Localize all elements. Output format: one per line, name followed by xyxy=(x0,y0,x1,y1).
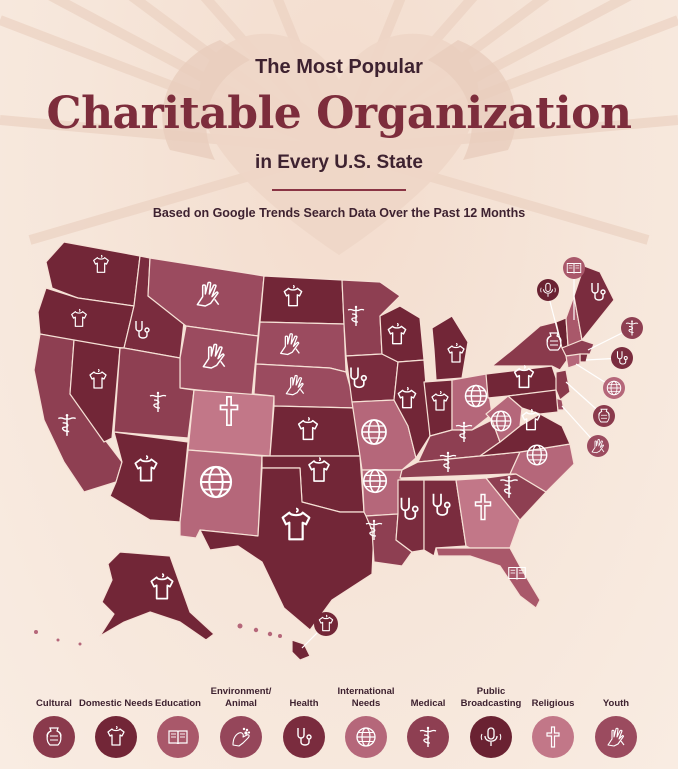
legend-label: Cultural xyxy=(36,698,72,709)
title-line-3: in Every U.S. State xyxy=(255,152,423,173)
globe-icon xyxy=(345,716,387,758)
microphone-icon xyxy=(470,716,512,758)
shirt-icon xyxy=(95,716,137,758)
stethoscope-icon xyxy=(283,716,325,758)
caduceus-icon xyxy=(407,716,449,758)
vase-icon xyxy=(33,716,75,758)
state-kansas xyxy=(269,405,361,457)
title-line-1: The Most Popular xyxy=(255,56,423,78)
state-virginia xyxy=(479,413,571,457)
legend-label: Religious xyxy=(531,698,575,709)
legend-label: Health xyxy=(289,698,319,709)
hawaii-islands xyxy=(34,623,282,646)
state-arizona xyxy=(109,431,189,523)
cross-icon xyxy=(532,716,574,758)
us-map xyxy=(33,241,643,661)
state-maryland xyxy=(507,389,559,415)
title-line-2: Charitable Organization xyxy=(46,88,632,139)
state-new-jersey xyxy=(555,369,571,401)
state-nevada xyxy=(69,339,121,443)
title-divider xyxy=(272,189,406,191)
state-arkansas xyxy=(361,469,403,517)
state-iowa xyxy=(345,353,399,403)
hands-icon xyxy=(595,716,637,758)
state-florida xyxy=(435,547,541,609)
legend: Cultural Domestic Needs Education Environme… xyxy=(0,676,678,769)
callout-badges xyxy=(537,257,643,457)
state-massachusetts xyxy=(561,339,595,357)
sunburst-rays xyxy=(0,0,678,255)
legend-label: Education xyxy=(155,698,201,709)
legend-label: Domestic Needs xyxy=(79,698,153,709)
legend-label: Medical xyxy=(410,698,446,709)
legend-label: Youth xyxy=(602,698,630,709)
state-shapes xyxy=(33,241,615,661)
paw-hand-icon xyxy=(220,716,262,758)
state-north-dakota xyxy=(259,275,345,325)
hawaii-callout-badge xyxy=(314,612,338,636)
subtitle: Based on Google Trends Search Data Over … xyxy=(152,206,526,220)
heart-hands-shape xyxy=(199,33,479,255)
state-rhode-island xyxy=(579,353,589,363)
legend-label: International Needs xyxy=(337,686,395,709)
state-mississippi xyxy=(395,479,425,553)
state-hawaii xyxy=(291,639,311,661)
legend-label: Public Broadcasting xyxy=(460,686,522,709)
legend-label: Environment/ Animal xyxy=(210,686,272,709)
state-illinois xyxy=(393,359,431,459)
book-icon xyxy=(157,716,199,758)
